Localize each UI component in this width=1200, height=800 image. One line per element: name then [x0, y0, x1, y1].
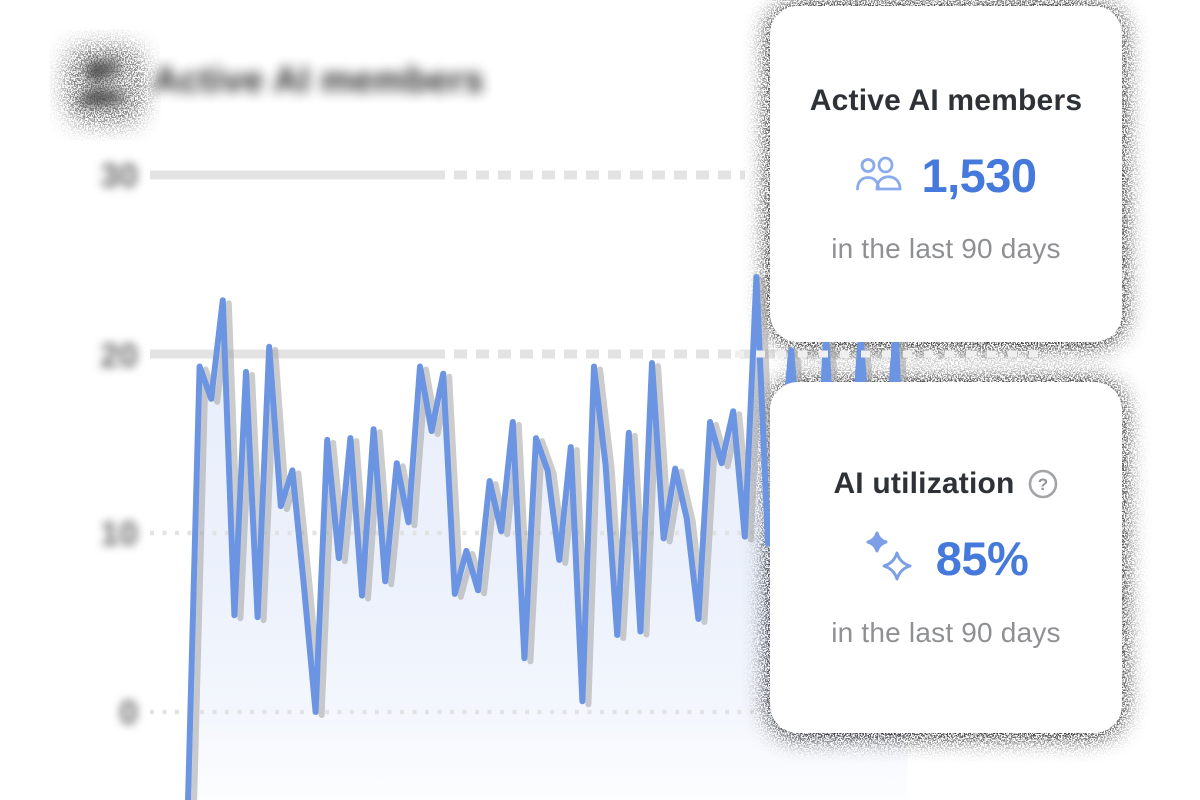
members-count: 1,530: [921, 148, 1037, 202]
y-tick-10: 10: [100, 515, 138, 553]
area-fill: [188, 277, 908, 800]
card-title: AI utilization: [833, 466, 1015, 500]
people-outline-icon: [856, 156, 902, 191]
svg-text:?: ?: [1037, 475, 1047, 494]
active-members-card: Active AI members 1,530 in the last 90 d…: [770, 6, 1122, 342]
utilization-caption: in the last 90 days: [831, 616, 1061, 648]
y-tick-0: 0: [119, 694, 138, 732]
utilization-value-row: 85%: [864, 531, 1029, 587]
members-caption: in the last 90 days: [831, 232, 1061, 264]
utilization-percent: 85%: [935, 532, 1029, 585]
members-value-row: 1,530: [855, 148, 1037, 203]
question-circle-icon[interactable]: ?: [1027, 468, 1059, 500]
utilization-title-row: AI utilization ?: [833, 467, 1058, 501]
chart-title: Active AI members: [153, 59, 485, 100]
y-tick-20: 20: [100, 337, 138, 375]
card-title: Active AI members: [809, 83, 1083, 117]
sparkles-icon: [866, 531, 912, 580]
ai-utilization-card: AI utilization ? 85% in the last 90 days: [770, 382, 1122, 733]
chart-header: Active AI members: [73, 48, 484, 112]
y-tick-30: 30: [100, 157, 138, 195]
people-icon: [79, 58, 127, 106]
